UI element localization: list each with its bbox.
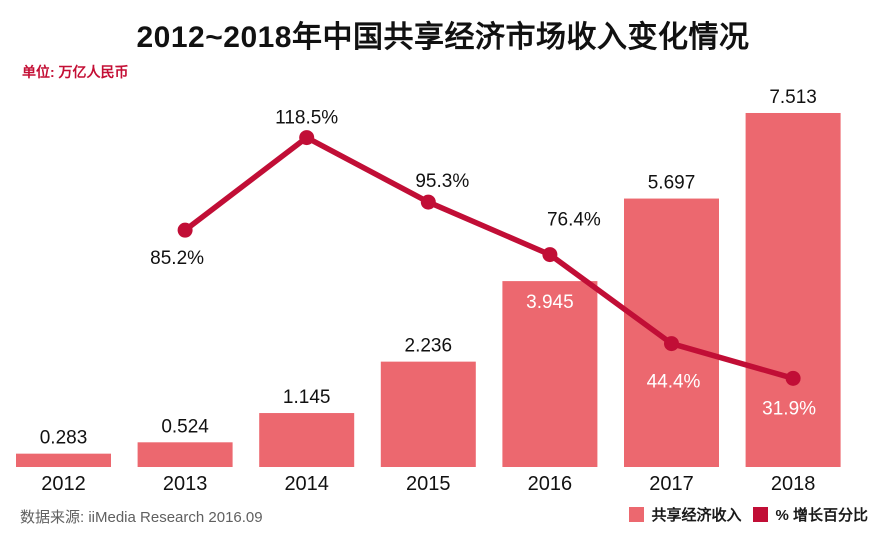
growth-value-2015: 95.3% xyxy=(415,171,469,192)
bar-value-2013: 0.524 xyxy=(161,416,209,437)
bar-2015 xyxy=(380,361,476,467)
bar-2013 xyxy=(137,442,233,467)
growth-value-2016: 76.4% xyxy=(547,210,601,231)
bar-value-2014: 1.145 xyxy=(283,387,331,408)
x-label-2014: 2014 xyxy=(284,473,329,495)
legend-swatch-growth xyxy=(753,507,769,522)
bar-value-2012: 0.283 xyxy=(40,428,88,449)
growth-point-2013 xyxy=(177,222,193,238)
growth-point-2015 xyxy=(420,194,436,210)
growth-point-2017 xyxy=(664,336,679,352)
chart-legend: 共享经济收入 % 增长百分比 xyxy=(629,504,868,525)
x-label-2018: 2018 xyxy=(771,473,816,495)
growth-value-2014: 118.5% xyxy=(275,108,338,129)
bar-value-2015: 2.236 xyxy=(405,336,453,357)
bar-2017 xyxy=(624,198,719,467)
legend-label-revenue: 共享经济收入 xyxy=(651,507,742,524)
growth-value-2013: 85.2% xyxy=(150,248,204,269)
bar-2012 xyxy=(16,453,111,467)
legend-item-growth: % 增长百分比 xyxy=(753,504,868,525)
bar-value-2017: 5.697 xyxy=(648,173,696,194)
x-label-2017: 2017 xyxy=(649,473,694,495)
bar-value-2018: 7.513 xyxy=(769,87,817,108)
growth-point-2018 xyxy=(785,370,801,386)
data-source: 数据来源: iiMedia Research 2016.09 xyxy=(20,509,263,526)
bar-2018 xyxy=(745,112,841,468)
x-label-2015: 2015 xyxy=(406,473,451,495)
growth-point-2014 xyxy=(299,130,315,146)
growth-value-2018: 31.9% xyxy=(762,398,816,419)
unit-label: 单位: 万亿人民币 xyxy=(22,64,129,80)
growth-line xyxy=(182,134,796,382)
x-label-2012: 2012 xyxy=(41,473,86,495)
growth-value-2017: 44.4% xyxy=(647,372,701,393)
bar-value-2016: 3.945 xyxy=(526,292,574,313)
bar-2014 xyxy=(259,413,355,467)
legend-swatch-revenue xyxy=(629,507,645,522)
x-label-2013: 2013 xyxy=(163,473,208,495)
x-label-2016: 2016 xyxy=(528,473,573,495)
legend-label-growth: % 增长百分比 xyxy=(775,507,868,524)
growth-point-2016 xyxy=(542,247,558,263)
chart-title: 2012~2018年中国共享经济市场收入变化情况 xyxy=(136,21,750,54)
bar-2016 xyxy=(502,281,598,467)
legend-item-revenue: 共享经济收入 xyxy=(629,504,741,525)
